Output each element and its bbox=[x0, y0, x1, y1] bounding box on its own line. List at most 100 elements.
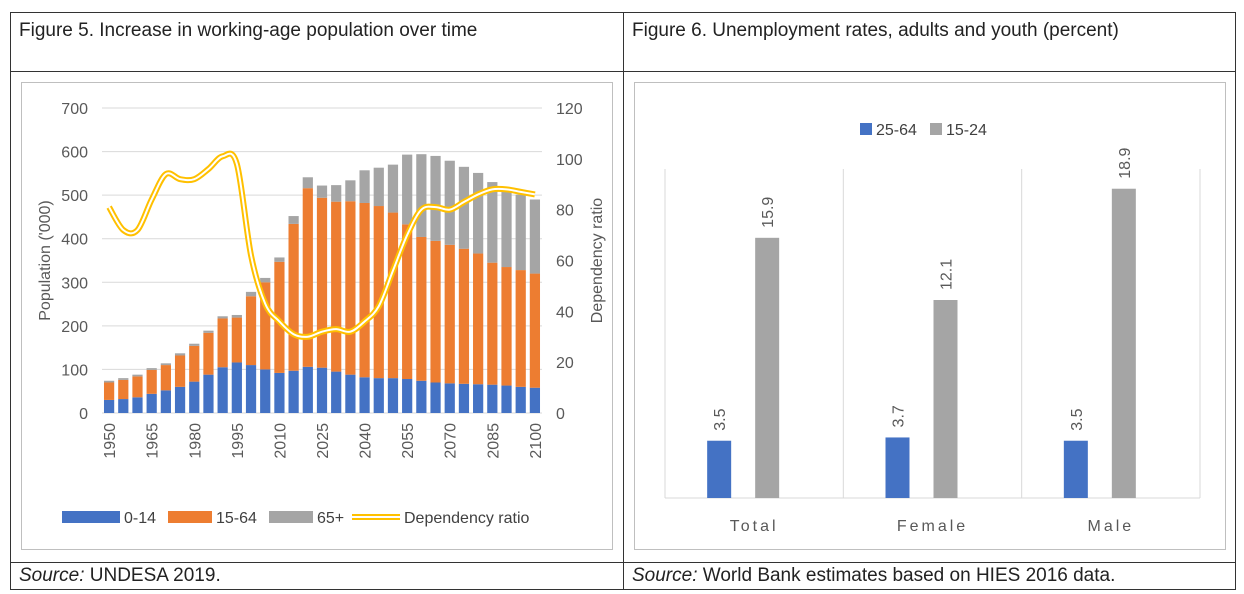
y2-tick-label: 80 bbox=[556, 203, 574, 220]
bar-0-14-2050 bbox=[387, 378, 399, 413]
bar-0-14-2100 bbox=[529, 387, 541, 413]
y-tick-label: 600 bbox=[61, 145, 88, 162]
bar-15-64-2080 bbox=[473, 253, 484, 385]
bar-15-64-2090 bbox=[501, 267, 512, 386]
category-label-Total: Total bbox=[730, 518, 779, 535]
x-tick-label: 1965 bbox=[145, 423, 162, 459]
bar-0-14-2080 bbox=[473, 384, 484, 413]
figure-table: Figure 5. Increase in working-age popula… bbox=[10, 12, 1236, 590]
bar-65+-2080 bbox=[473, 172, 484, 254]
bar-0-14-2000 bbox=[245, 365, 257, 413]
bar-65+-2005 bbox=[260, 277, 271, 283]
y-tick-label: 400 bbox=[61, 232, 88, 249]
legend-label-0-14: 0-14 bbox=[124, 510, 156, 527]
y-tick-label: 100 bbox=[61, 362, 88, 379]
bar-0-14-1995 bbox=[231, 362, 242, 413]
bar-15-64-2035 bbox=[345, 201, 356, 375]
bar-65+-2070 bbox=[444, 160, 455, 245]
bar-65+-2025 bbox=[316, 185, 328, 198]
bar-65+-2090 bbox=[501, 188, 512, 268]
data-label-Total-25-64: 3.5 bbox=[712, 408, 729, 430]
legend-swatch-15-64 bbox=[168, 511, 212, 523]
bar-Female-15-24 bbox=[933, 300, 958, 498]
bar-0-14-2070 bbox=[444, 383, 455, 413]
bar-0-14-2045 bbox=[373, 378, 384, 413]
category-label-Female: Female bbox=[897, 518, 968, 535]
figure6-chart-cell: 3.5 15.9 Total 3.7 12.1 Female 3.5 18.9 Male 25-6… bbox=[623, 71, 1236, 563]
bar-15-64-1975 bbox=[174, 355, 186, 387]
bar-65+-1980 bbox=[189, 343, 200, 346]
figure6-caption: Figure 6. Unemployment rates, adults and… bbox=[632, 20, 1119, 41]
bar-15-64-1950 bbox=[103, 382, 115, 400]
bar-0-14-1965 bbox=[146, 393, 157, 413]
bar-0-14-1985 bbox=[203, 374, 214, 413]
y2-tick-label: 100 bbox=[556, 152, 583, 169]
y-tick-label: 200 bbox=[61, 319, 88, 336]
x-tick-label: 2025 bbox=[315, 423, 332, 459]
bar-65+-2085 bbox=[487, 182, 498, 263]
category-label-Male: Male bbox=[1087, 518, 1134, 535]
bar-15-64-1980 bbox=[189, 345, 200, 382]
data-label-Male-25-64: 3.5 bbox=[1069, 408, 1086, 430]
bar-65+-1985 bbox=[203, 330, 214, 333]
bar-Male-15-24 bbox=[1111, 188, 1136, 498]
y2-tick-label: 20 bbox=[556, 355, 574, 372]
figure5-caption-cell: Figure 5. Increase in working-age popula… bbox=[10, 12, 624, 72]
bar-65+-1965 bbox=[146, 368, 157, 370]
bar-65+-2045 bbox=[373, 167, 384, 207]
bar-15-64-2030 bbox=[331, 201, 342, 372]
bar-0-14-2060 bbox=[416, 380, 427, 413]
bar-65+-2075 bbox=[458, 166, 470, 249]
bar-15-64-2005 bbox=[260, 282, 271, 370]
y2-tick-label: 40 bbox=[556, 304, 574, 321]
bar-0-14-1970 bbox=[160, 390, 171, 413]
bar-0-14-2055 bbox=[402, 379, 413, 413]
figure6-chart-area: 3.5 15.9 Total 3.7 12.1 Female 3.5 18.9 Male 25-6… bbox=[634, 82, 1226, 550]
bar-15-64-2085 bbox=[487, 262, 498, 385]
bar-0-14-2095 bbox=[515, 386, 526, 413]
y-tick-label: 700 bbox=[61, 101, 88, 118]
bar-0-14-1960 bbox=[132, 397, 143, 413]
bar-15-64-1955 bbox=[118, 379, 129, 400]
bar-0-14-2020 bbox=[302, 366, 313, 413]
figure5-source-label: Source: bbox=[19, 565, 85, 586]
bar-0-14-2075 bbox=[458, 383, 470, 413]
bar-65+-2065 bbox=[430, 155, 441, 241]
bar-65+-1995 bbox=[231, 314, 242, 318]
figure6-caption-cell: Figure 6. Unemployment rates, adults and… bbox=[623, 12, 1236, 72]
bar-15-64-2020 bbox=[302, 188, 313, 367]
bar-0-14-2005 bbox=[260, 369, 271, 413]
bar-15-64-2025 bbox=[316, 197, 328, 368]
bar-0-14-2090 bbox=[501, 385, 512, 413]
dependency-ratio-line-inner bbox=[108, 152, 536, 338]
bar-15-64-1990 bbox=[217, 318, 228, 368]
x-tick-label: 1950 bbox=[102, 423, 119, 459]
bar-0-14-1950 bbox=[103, 399, 115, 413]
bar-0-14-2025 bbox=[316, 367, 328, 413]
bar-0-14-2040 bbox=[359, 377, 370, 413]
bar-15-64-2075 bbox=[458, 248, 470, 384]
bar-15-64-2095 bbox=[515, 270, 526, 387]
bar-65+-2060 bbox=[416, 154, 427, 237]
bar-0-14-2030 bbox=[331, 371, 342, 413]
legend-label-65+: 65+ bbox=[317, 510, 344, 527]
bar-65+-1975 bbox=[174, 353, 186, 356]
bar-0-14-2015 bbox=[288, 370, 299, 413]
bar-65+-2030 bbox=[331, 185, 342, 202]
bar-65+-2035 bbox=[345, 180, 356, 202]
bar-15-64-2040 bbox=[359, 202, 370, 378]
data-label-Female-25-64: 3.7 bbox=[891, 405, 908, 427]
x-tick-label: 2040 bbox=[358, 423, 375, 459]
legend-label-dependency-ratio: Dependency ratio bbox=[404, 510, 530, 527]
legend-label-15-64: 15-64 bbox=[216, 510, 257, 527]
y-tick-label: 500 bbox=[61, 188, 88, 205]
figure6-source-label: Source: bbox=[632, 565, 698, 586]
x-tick-label: 1995 bbox=[230, 423, 247, 459]
bar-0-14-2085 bbox=[487, 384, 498, 413]
bar-65+-2040 bbox=[359, 170, 370, 203]
bar-0-14-1975 bbox=[174, 386, 186, 413]
bar-0-14-1955 bbox=[118, 399, 129, 413]
bar-15-64-2050 bbox=[387, 212, 399, 379]
y2-tick-label: 60 bbox=[556, 254, 574, 271]
bar-15-64-2065 bbox=[430, 240, 441, 383]
